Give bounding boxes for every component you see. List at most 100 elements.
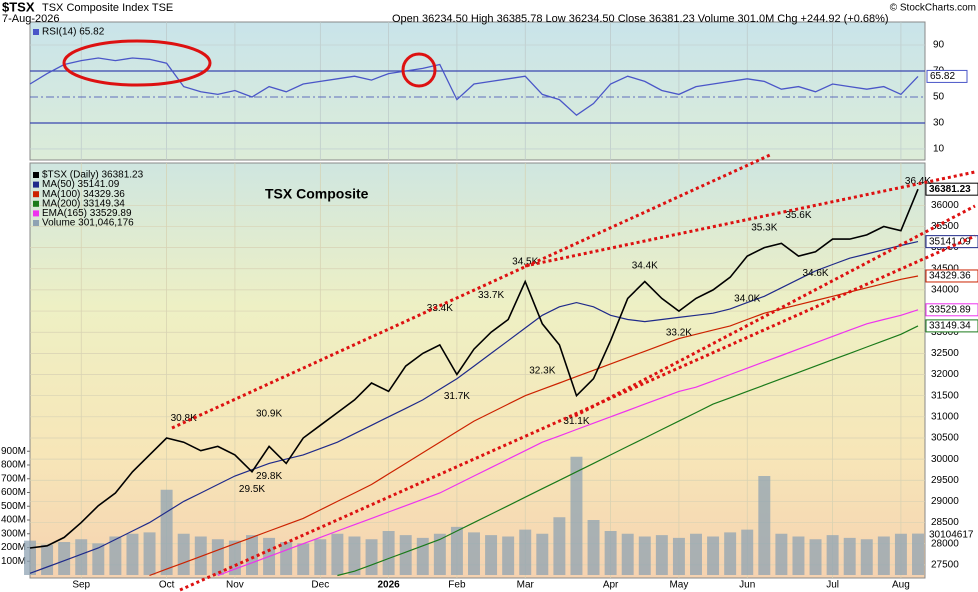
peak-label: 31.1K bbox=[563, 416, 589, 427]
peak-label: 32.3K bbox=[529, 365, 555, 376]
legend-swatch bbox=[33, 181, 39, 188]
peak-label: 33.7K bbox=[478, 290, 504, 301]
x-tick-label: 2026 bbox=[377, 580, 400, 591]
volume-bar bbox=[177, 533, 190, 575]
peak-label: 31.7K bbox=[444, 391, 470, 402]
volume-bar bbox=[707, 536, 720, 575]
legend-entry: Volume 301,046,176 bbox=[42, 218, 134, 229]
volume-bar bbox=[843, 537, 856, 575]
volume-bar bbox=[877, 536, 890, 575]
volume-bar bbox=[826, 535, 839, 575]
volume-bar bbox=[860, 539, 873, 575]
peak-label: 29.5K bbox=[239, 484, 265, 495]
volume-tick-label: 700M bbox=[1, 473, 26, 484]
volume-bar bbox=[365, 539, 378, 575]
volume-bar bbox=[24, 540, 36, 575]
last-value-label: 33149.34 bbox=[929, 321, 971, 332]
index-name: TSX Composite Index TSE bbox=[42, 2, 173, 14]
x-tick-label: Jul bbox=[826, 580, 839, 591]
last-value-label: 35141.09 bbox=[929, 236, 971, 247]
volume-bar bbox=[211, 539, 224, 575]
peak-label: 36.4K bbox=[905, 176, 931, 187]
y-tick-label: 28500 bbox=[931, 517, 959, 528]
y-tick-label: 32500 bbox=[931, 348, 959, 359]
y-tick-label: 28000 bbox=[931, 538, 959, 549]
volume-bar bbox=[553, 517, 566, 575]
symbol: $TSX bbox=[2, 0, 35, 14]
rsi-tick-label: 30 bbox=[933, 118, 945, 129]
volume-bar bbox=[194, 536, 207, 575]
volume-bar bbox=[604, 531, 617, 575]
highlight-circle bbox=[401, 52, 437, 88]
price-line bbox=[29, 188, 919, 549]
volume-bar bbox=[348, 536, 361, 575]
x-tick-label: Oct bbox=[159, 580, 175, 591]
peak-label: 34.0K bbox=[734, 294, 760, 305]
last-value-box bbox=[925, 319, 978, 333]
volume-bar bbox=[75, 539, 88, 575]
x-tick-label: Jun bbox=[739, 580, 755, 591]
last-value-label: 33529.89 bbox=[929, 304, 971, 315]
peak-label: 34.4K bbox=[632, 261, 658, 272]
peak-label: 35.6K bbox=[785, 210, 811, 221]
y-tick-label: 29500 bbox=[931, 475, 959, 486]
chart-title: TSX Composite bbox=[265, 186, 369, 202]
rsi-line bbox=[29, 57, 919, 117]
volume-tick-label: 500M bbox=[1, 501, 26, 512]
rsi-tick-label: 50 bbox=[933, 92, 945, 103]
x-tick-label: Sep bbox=[72, 580, 90, 591]
last-value-box bbox=[925, 182, 978, 196]
trend-line bbox=[171, 153, 771, 430]
volume-bar bbox=[109, 536, 122, 575]
volume-bar bbox=[758, 476, 771, 575]
volume-bar bbox=[741, 529, 754, 575]
volume-bar bbox=[314, 539, 327, 575]
last-value-box bbox=[925, 269, 978, 283]
legend-swatch bbox=[33, 191, 39, 198]
date: 7-Aug-2026 bbox=[2, 13, 60, 25]
volume-bar bbox=[894, 533, 907, 575]
volume-tick-label: 200M bbox=[1, 542, 26, 553]
volume-tick-label: 100M bbox=[1, 556, 26, 567]
rsi-legend: RSI(14) 65.82 bbox=[42, 27, 105, 38]
volume-bar bbox=[450, 526, 463, 575]
peak-label: 34.6K bbox=[802, 268, 828, 279]
y-tick-label: 31500 bbox=[931, 390, 959, 401]
volume-bar bbox=[280, 542, 293, 575]
volume-bar bbox=[246, 535, 258, 575]
legend-entry: MA(200) 33149.34 bbox=[42, 198, 125, 209]
y-tick-label: 32000 bbox=[931, 369, 959, 380]
last-value-label: 36381.23 bbox=[929, 184, 971, 195]
legend-entry: EMA(165) 33529.89 bbox=[42, 208, 132, 219]
y-tick-label: 30000 bbox=[931, 454, 959, 465]
x-tick-label: Feb bbox=[448, 580, 466, 591]
volume-tick-label: 300M bbox=[1, 528, 26, 539]
peak-label: 30.9K bbox=[256, 409, 282, 420]
y-tick-label: 30500 bbox=[931, 433, 959, 444]
last-value-label: 34329.36 bbox=[929, 271, 971, 282]
x-tick-label: Dec bbox=[311, 580, 329, 591]
volume-bar bbox=[92, 543, 105, 575]
trend-line bbox=[179, 234, 976, 592]
peak-label: 33.4K bbox=[427, 303, 453, 314]
legend-swatch bbox=[33, 210, 39, 217]
x-tick-label: Aug bbox=[892, 580, 910, 591]
peak-label: 29.8K bbox=[256, 471, 282, 482]
volume-bar bbox=[912, 533, 924, 575]
ma-line bbox=[29, 241, 919, 574]
last-value-box bbox=[925, 235, 978, 249]
volume-bar bbox=[58, 542, 71, 575]
volume-bar bbox=[433, 533, 446, 575]
volume-bar bbox=[638, 536, 651, 575]
x-tick-label: May bbox=[669, 580, 688, 591]
legend-entry: MA(100) 34329.36 bbox=[42, 189, 125, 200]
ma-line bbox=[217, 309, 919, 577]
volume-bar bbox=[502, 536, 515, 575]
volume-tick-label: 900M bbox=[1, 446, 26, 457]
volume-bar bbox=[621, 533, 634, 575]
y-tick-label: 27500 bbox=[931, 560, 959, 571]
peak-label: 30.8K bbox=[171, 413, 197, 424]
quote: Open 36234.50 High 36385.78 Low 36234.50… bbox=[392, 13, 889, 25]
x-tick-label: Mar bbox=[517, 580, 535, 591]
volume-bar bbox=[775, 533, 788, 575]
